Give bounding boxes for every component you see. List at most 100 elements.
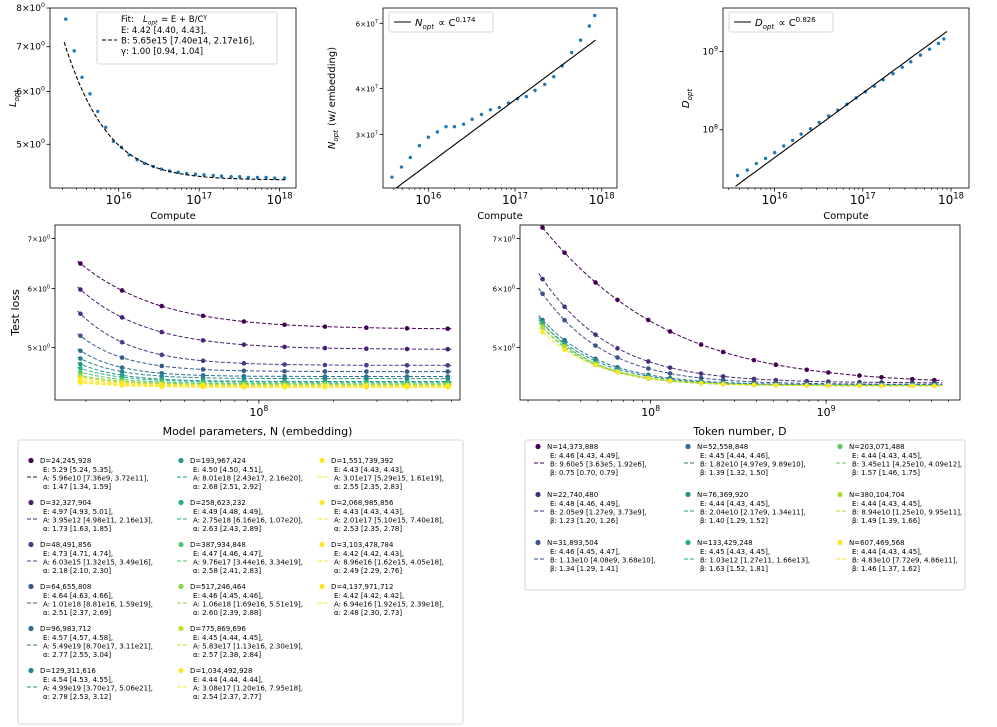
legend-fit-text: β: 1.49 [1.39, 1.66] — [852, 517, 920, 525]
data-point — [241, 319, 247, 324]
legend-marker — [28, 541, 34, 548]
x-axis-label: Compute — [823, 211, 869, 222]
data-point — [646, 317, 651, 323]
legend-series-name: N=380,104,704 — [849, 491, 905, 499]
data-point — [799, 132, 803, 136]
legend-fit-text: B: 1.03e12 [1.27e11, 1.66e13], — [700, 557, 810, 565]
legend-series-name: D=1,034,492,928 — [190, 667, 252, 675]
legend-fit-text: A: 8.96e16 [1.62e15, 4.05e18], — [334, 559, 444, 567]
data-point — [282, 176, 287, 180]
data-point — [404, 346, 410, 352]
legend-marker — [319, 541, 325, 548]
data-point — [593, 363, 598, 368]
legend-marker — [28, 667, 34, 674]
legend-series-name: N=203,071,488 — [849, 443, 905, 451]
data-point — [78, 361, 83, 367]
legend-fit-text: B: 2.04e10 [2.17e9, 1.34e11], — [700, 509, 806, 517]
legend-fit-text: α: 2.51 [2.37, 2.69] — [43, 609, 111, 617]
data-point — [857, 373, 862, 378]
legend-fit-line: γ: 1.00 [0.94, 1.04] — [121, 47, 203, 57]
legend-fit-text: A: 2.01e17 [5.10e15, 7.40e18], — [334, 517, 444, 525]
data-point — [282, 322, 287, 328]
legend-fit-text: A: 3.08e17 [1.20e16, 7.95e18], — [193, 685, 303, 693]
legend-series-name: N=607,469,568 — [849, 539, 905, 547]
data-point — [569, 50, 574, 55]
data-point — [364, 385, 369, 390]
legend-fit-text: α: 2.54 [2.37, 2.77] — [193, 693, 261, 701]
data-point — [78, 287, 83, 292]
data-point — [78, 333, 83, 339]
legend-box — [388, 11, 494, 33]
legend-fit-text: α: 2.49 [2.29, 2.76] — [334, 567, 402, 575]
legend-fit-text: E: 4.43 [4.43, 4.43], — [334, 466, 404, 474]
data-point — [543, 82, 547, 87]
data-point — [193, 172, 198, 176]
legend-fit-text: α: 2.57 [2.38, 2.84] — [193, 651, 261, 659]
data-point — [804, 383, 810, 388]
data-point — [119, 365, 125, 370]
data-point — [417, 143, 422, 148]
legend-series-name: D=96,983,712 — [40, 625, 91, 633]
legend-fit-text: A: 5.96e10 [7.36e9, 3.72e11], — [43, 475, 149, 483]
legend-fit-text: E: 4.44 [4.43, 4.45], — [852, 500, 922, 508]
data-point — [322, 369, 328, 374]
fit-line — [77, 333, 452, 373]
legend-fit-text: β: 0.75 [0.70, 0.79] — [550, 469, 618, 477]
data-point — [826, 370, 831, 375]
data-point — [104, 125, 108, 130]
legend-series-name: N=76,369,920 — [697, 491, 748, 499]
legend-series-name: N=133,429,248 — [697, 539, 753, 547]
legend-fit-text: B: 4.83e10 [7.72e9, 4.86e11], — [852, 557, 958, 565]
x-tick-label: 108 — [249, 404, 268, 419]
data-point — [78, 261, 83, 266]
data-point — [497, 105, 502, 110]
data-point — [578, 38, 583, 42]
data-point — [540, 225, 545, 230]
legend-fit-text: β: 1.46 [1.37, 1.62] — [852, 565, 920, 573]
y-tick-label: 7×100 — [28, 234, 50, 243]
legend-fit-text: β: 1.57 [1.46, 1.75] — [852, 469, 920, 477]
legend-fit-text: B: 2.05e9 [1.27e9, 3.73e9], — [550, 509, 647, 517]
data-point — [241, 361, 247, 366]
data-point — [593, 343, 598, 348]
legend-fit-text: B: 8.94e10 [1.25e10, 9.95e11], — [852, 509, 962, 517]
data-point — [942, 37, 946, 41]
legend-series-name: N=22,740,480 — [547, 491, 598, 499]
data-point — [241, 384, 247, 390]
fit-line — [735, 30, 948, 187]
data-point — [159, 352, 165, 358]
legend-fit-text: E: 4.64 [4.63, 4.66], — [43, 592, 113, 600]
data-point — [461, 122, 466, 126]
data-point — [390, 175, 394, 179]
plot-area — [538, 225, 943, 389]
legend-fit-text: α: 2.55 [2.35, 2.83] — [334, 483, 402, 491]
fit-line — [538, 288, 943, 385]
legend-box — [524, 439, 966, 591]
data-point — [533, 88, 537, 93]
legend-series-name: D=193,967,424 — [190, 457, 246, 465]
data-point — [540, 324, 545, 330]
data-point — [80, 75, 84, 79]
legend-fit-text: E: 4.50 [4.50, 4.51], — [193, 466, 263, 474]
legend-series-name: D=129,311,616 — [40, 667, 96, 675]
data-point — [790, 138, 795, 143]
legend-marker — [535, 443, 541, 450]
x-tick-label: 1018 — [938, 191, 964, 207]
legend-fit-text: α: 2.77 [2.55, 3.04] — [43, 651, 111, 659]
y-axis-label-group: Nopt (w/ embedding) — [327, 47, 340, 149]
x-axis-label: Compute — [150, 211, 196, 222]
chart-dopt-vs-compute: 1016 1017 1018 108 109 Compute Dopt Dopt ∝ C0.… — [681, 7, 970, 222]
legend-fit-text: E: 4.44 [4.44, 4.44], — [193, 676, 263, 684]
data-point — [282, 362, 287, 367]
legend-marker — [28, 457, 34, 464]
legend-series-name: D=775,869,696 — [190, 625, 246, 633]
legend-fit-text: B: 1.82e10 [4.97e9, 9.89e10], — [700, 461, 806, 469]
data-point — [593, 280, 598, 285]
data-point — [817, 120, 821, 125]
data-point — [735, 173, 740, 178]
legend-title: Fit: — [121, 15, 134, 25]
data-point — [562, 347, 567, 352]
axes-frame — [382, 7, 618, 189]
